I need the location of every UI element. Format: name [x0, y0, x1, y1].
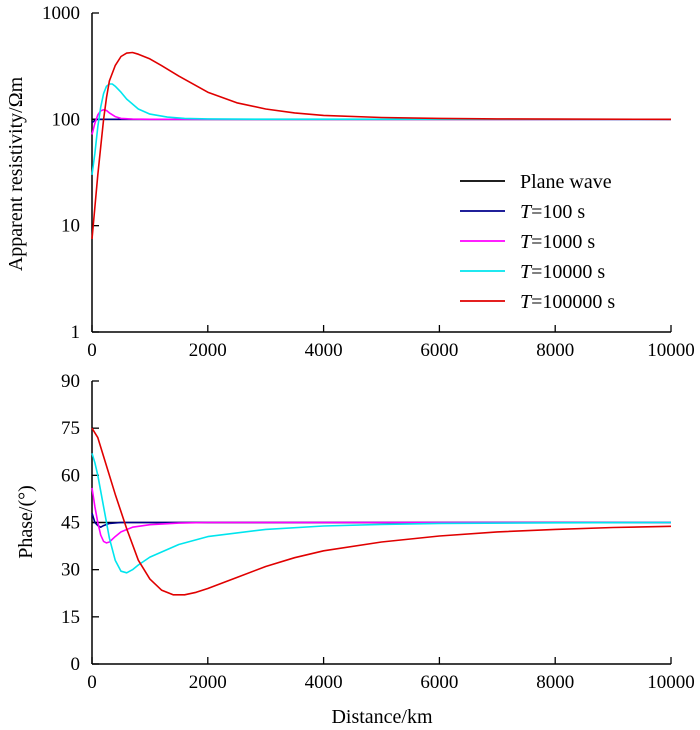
top-series-line-3 [91, 83, 672, 176]
bottom-y-tick-label: 30 [61, 560, 80, 581]
bottom-axis-ticks: 0 2000 4000 6000 8000 10000 0 15 30 45 60 75 90 [61, 371, 695, 693]
bottom-y-tick-label: 75 [61, 418, 80, 439]
phase-panel: 0 2000 4000 6000 8000 10000 0 15 30 45 60 75 90 Phas… [15, 371, 695, 728]
bottom-series-line-3 [91, 453, 672, 574]
legend-label-text: =1000 s [531, 231, 595, 253]
legend-label-text: =10000 s [531, 261, 605, 283]
legend-label-italic: T [520, 231, 533, 253]
resistivity-panel: 0 2000 4000 6000 8000 10000 1 10 100 1000 Apparen… [5, 3, 695, 361]
legend-label-0: Plane wave [520, 171, 612, 193]
bottom-y-tick-label: 0 [71, 654, 81, 675]
top-y-tick-label: 1 [71, 322, 81, 343]
legend-label-4: T=100000 s [520, 291, 615, 313]
bottom-y-tick-label: 90 [61, 371, 80, 392]
top-x-tick-label: 0 [87, 340, 97, 361]
bottom-y-tick-label: 45 [61, 513, 80, 534]
top-x-tick-label: 2000 [189, 340, 227, 361]
bottom-series-lines [91, 427, 672, 596]
top-x-tick-label: 4000 [305, 340, 343, 361]
bottom-y-axis-title: Phase/(°) [15, 485, 37, 559]
top-y-axis-title: Apparent resistivity/Ωm [5, 76, 27, 271]
bottom-x-tick-label: 6000 [420, 672, 458, 693]
bottom-series-line-2 [91, 487, 671, 544]
legend-label-italic: T [520, 291, 533, 313]
top-y-tick-label: 10 [61, 216, 80, 237]
bottom-x-tick-label: 10000 [647, 672, 695, 693]
bottom-x-tick-label: 0 [87, 672, 97, 693]
legend-label-1: T=100 s [520, 201, 585, 223]
legend-label-italic: T [520, 201, 533, 223]
bottom-series-line-1 [91, 512, 671, 529]
top-x-tick-label: 10000 [647, 340, 695, 361]
legend-label-2: T=1000 s [520, 231, 595, 253]
top-series-lines [91, 51, 672, 240]
legend-label-italic: T [520, 261, 533, 283]
legend-label-text: =100000 s [531, 291, 615, 313]
bottom-series-line-4 [91, 427, 672, 596]
legend-label-3: T=10000 s [520, 261, 605, 283]
bottom-y-tick-label: 60 [61, 465, 80, 486]
x-axis-title: Distance/km [331, 706, 433, 728]
bottom-x-tick-label: 4000 [305, 672, 343, 693]
bottom-x-tick-label: 2000 [189, 672, 227, 693]
top-y-tick-label: 1000 [42, 3, 80, 24]
top-series-line-2 [91, 109, 671, 135]
bottom-y-tick-label: 15 [61, 607, 80, 628]
top-x-tick-label: 8000 [536, 340, 574, 361]
top-y-tick-label: 100 [52, 109, 81, 130]
legend-label-text: =100 s [531, 201, 585, 223]
top-series-line-4 [91, 51, 672, 240]
top-axis-ticks: 0 2000 4000 6000 8000 10000 1 10 100 1000 [42, 3, 695, 361]
bottom-x-tick-label: 8000 [536, 672, 574, 693]
legend-label-text: Plane wave [520, 171, 612, 193]
top-x-tick-label: 6000 [420, 340, 458, 361]
